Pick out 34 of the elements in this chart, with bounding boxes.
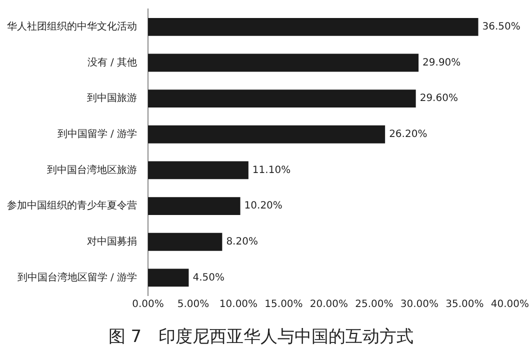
bar <box>148 54 419 72</box>
bar <box>148 18 478 36</box>
y-tick-label: 到中国台湾地区旅游 <box>47 164 137 176</box>
x-tick-label: 25.00% <box>355 299 394 310</box>
y-tick-label: 到中国台湾地区留学 / 游学 <box>17 271 137 284</box>
text: 图 7 印度尼西亚华人与中国的互动方式 <box>108 327 414 348</box>
x-tick-label: 15.00% <box>264 299 303 310</box>
y-tick-label: 华人社团组织的中华文化活动 <box>7 20 137 33</box>
x-tick-label: 30.00% <box>400 299 439 310</box>
y-tick-label: 没有 / 其他 <box>87 56 137 68</box>
data-label: 4.50% <box>192 272 224 284</box>
x-tick-label: 40.00% <box>490 299 530 310</box>
x-tick-label: 35.00% <box>446 299 484 310</box>
y-tick-label: 参加中国组织的青少年夏令营 <box>7 200 137 212</box>
x-tick-label: 20.00% <box>310 299 348 310</box>
data-label: 10.20% <box>244 200 282 212</box>
bar <box>148 197 240 215</box>
y-tick-label: 到中国旅游 <box>87 92 137 104</box>
y-tick-label: 到中国留学 / 游学 <box>57 128 137 140</box>
data-label: 29.90% <box>422 57 461 68</box>
x-tick-label: 0.00% <box>132 299 164 310</box>
bar <box>148 268 189 287</box>
data-label: 8.20% <box>226 236 258 248</box>
data-label: 11.10% <box>252 164 291 176</box>
x-tick-label: 5.00% <box>177 299 210 310</box>
bar <box>148 125 386 144</box>
data-label: 29.60% <box>420 93 458 104</box>
bar <box>148 161 248 180</box>
bar <box>148 232 222 251</box>
data-label: 26.20% <box>389 128 428 140</box>
x-tick-label: 10.00% <box>219 299 258 310</box>
data-label: 36.50% <box>482 22 520 33</box>
y-tick-label: 对中国募捐 <box>87 235 137 248</box>
bar <box>148 90 416 108</box>
